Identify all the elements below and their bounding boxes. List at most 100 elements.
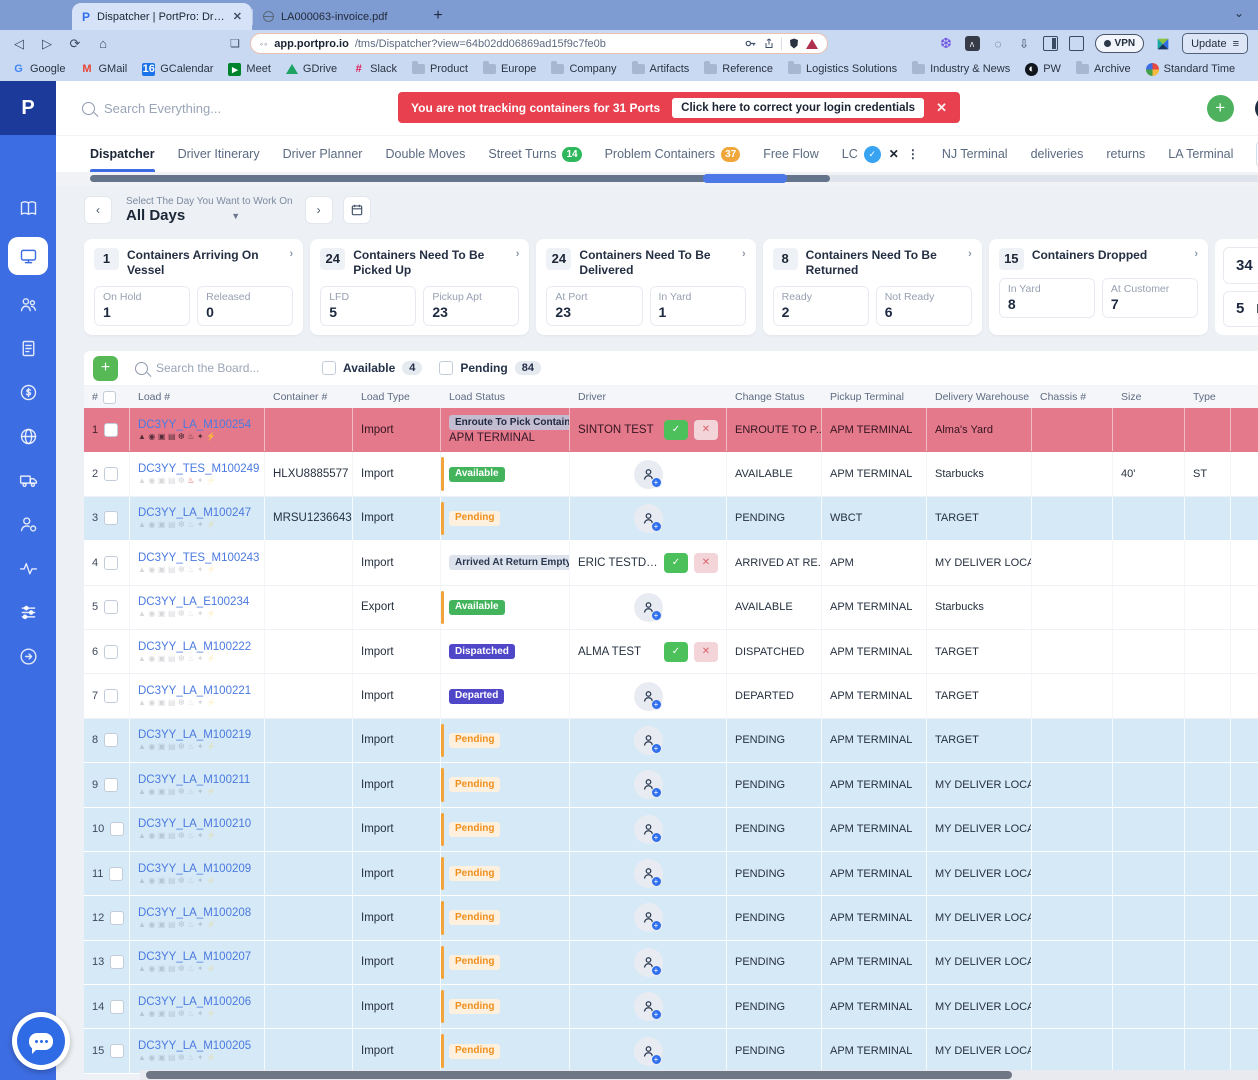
row-checkbox[interactable] [110, 1044, 125, 1059]
billing-icon[interactable] [9, 333, 47, 363]
rewards-triangle-icon[interactable] [805, 38, 818, 49]
available-filter[interactable]: Available 4 [322, 361, 423, 375]
portpro-logo[interactable]: P [0, 81, 56, 135]
column-header-chassis-[interactable]: Chassis # [1032, 391, 1113, 403]
bookmark-reference[interactable]: Reference [704, 61, 773, 75]
card-stat[interactable]: LFD 5 [320, 286, 417, 326]
assign-driver-button[interactable]: + [633, 459, 663, 489]
board-search-input[interactable]: Search the Board... [135, 361, 305, 375]
remove-driver-button[interactable]: ✕ [694, 641, 718, 662]
calendar-button[interactable] [342, 196, 371, 224]
card-stat[interactable]: On Hold 1 [94, 286, 191, 326]
tab-close-icon[interactable]: ✕ [232, 11, 242, 23]
day-selector[interactable]: Select The Day You Want to Work On All D… [126, 196, 293, 224]
load-number-link[interactable]: DC3YY_LA_M100211 [138, 773, 251, 786]
column-header-type[interactable]: Type [1185, 391, 1231, 403]
row-checkbox[interactable] [104, 467, 119, 482]
card-stat[interactable]: At Port 23 [546, 286, 643, 326]
load-number-link[interactable]: DC3YY_LA_M100209 [138, 862, 252, 875]
customers-icon[interactable] [9, 289, 47, 319]
add-row-button[interactable]: + [93, 355, 118, 381]
bookmark-gmail[interactable]: M GMail [80, 63, 127, 76]
view-tab-street-turns[interactable]: Street Turns 14 [488, 136, 582, 172]
load-number-link[interactable]: DC3YY_LA_M100205 [138, 1040, 252, 1053]
table-row[interactable]: 13 DC3YY_LA_M100207 ▲◉▣▤❆♨✦⚡ Import Pending +… [84, 940, 1258, 986]
view-tab-driver-itinerary[interactable]: Driver Itinerary [178, 136, 260, 172]
load-number-link[interactable]: DC3YY_TES_M100243 [138, 551, 260, 564]
assign-driver-button[interactable]: + [633, 681, 663, 711]
more-options-icon[interactable]: ⋮ [906, 147, 919, 161]
card-stat[interactable]: Ready 2 [772, 286, 869, 326]
horizontal-scroll-thumb[interactable] [146, 1071, 1012, 1079]
chevron-right-icon[interactable]: › [1194, 248, 1199, 260]
assign-driver-button[interactable]: + [633, 814, 663, 844]
assign-driver-button[interactable]: + [633, 503, 663, 533]
site-info-icon[interactable]: ◦◦ [259, 38, 269, 49]
sign-out-icon[interactable] [9, 641, 47, 671]
quick-add-button[interactable]: + [1206, 94, 1234, 122]
load-number-link[interactable]: DC3YY_LA_M100254 [138, 418, 252, 431]
bookmark-logistics-solutions[interactable]: Logistics Solutions [788, 61, 897, 75]
chat-launcher-button[interactable] [12, 1012, 70, 1070]
card-stat[interactable]: At Customer 7 [1101, 278, 1199, 318]
tracking-globe-icon[interactable] [9, 421, 47, 451]
window-chevron-icon[interactable]: ⌄ [1233, 6, 1244, 20]
confirm-driver-button[interactable]: ✓ [664, 641, 688, 662]
column-header-change-status[interactable]: Change Status [727, 391, 822, 403]
load-number-link[interactable]: DC3YY_LA_M100247 [138, 507, 252, 520]
table-row[interactable]: 8 DC3YY_LA_M100219 ▲◉▣▤❆♨✦⚡ Import Pending + P… [84, 718, 1258, 764]
bookmark-slack[interactable]: # Slack [352, 63, 397, 76]
row-checkbox[interactable] [109, 866, 124, 881]
table-row[interactable]: 5 DC3YY_LA_E100234 ▲◉▣▤❆♨✦⚡ Export Available… [84, 585, 1258, 630]
side-panel-icon[interactable] [1042, 36, 1058, 51]
pending-checkbox[interactable] [439, 361, 454, 375]
alert-close-icon[interactable]: ✕ [936, 99, 947, 115]
card-stat[interactable]: Released 0 [197, 286, 294, 326]
load-number-link[interactable]: DC3YY_LA_M100207 [138, 951, 252, 964]
table-row[interactable]: 10 DC3YY_LA_M100210 ▲◉▣▤❆♨✦⚡ Import Pending +… [84, 807, 1258, 852]
row-checkbox[interactable] [104, 422, 119, 437]
column-header-size[interactable]: Size [1113, 391, 1185, 403]
bookmark-artifacts[interactable]: Artifacts [631, 61, 689, 75]
url-bar[interactable]: ◦◦ app.portpro.io /tms/Dispatcher?view=6… [249, 33, 828, 54]
next-day-button[interactable]: › [304, 196, 333, 224]
table-row[interactable]: 1 DC3YY_LA_M100254 ▲◉▣▤❆♨✦⚡ Import Enroute T… [84, 408, 1258, 453]
row-checkbox[interactable] [104, 600, 119, 615]
table-row[interactable]: 11 DC3YY_LA_M100209 ▲◉▣▤❆♨✦⚡ Import Pending +… [84, 851, 1258, 897]
view-tab-returns[interactable]: returns [1106, 136, 1145, 172]
load-number-link[interactable]: DC3YY_LA_M100208 [138, 906, 252, 919]
bookmark-google[interactable]: G Google [12, 63, 65, 76]
assign-driver-button[interactable]: + [633, 992, 663, 1022]
row-checkbox[interactable] [104, 733, 119, 748]
dispatcher-board-icon[interactable] [8, 237, 48, 275]
table-row[interactable]: 12 DC3YY_LA_M100208 ▲◉▣▤❆♨✦⚡ Import Pending +… [84, 896, 1258, 941]
summary-card[interactable]: 24 Containers Need To Be Delivered › At Por… [536, 239, 756, 335]
horizontal-scrollbar[interactable] [140, 1070, 1258, 1080]
column-header-driver[interactable]: Driver [570, 391, 727, 403]
pinwheel-logo-icon[interactable] [1155, 36, 1171, 52]
summary-card[interactable]: 15 Containers Dropped › In Yard 8 At Customer… [988, 239, 1209, 335]
table-row[interactable]: 9 DC3YY_LA_M100211 ▲◉▣▤❆♨✦⚡ Import Pending + P… [84, 763, 1258, 808]
fix-credentials-button[interactable]: Click here to correct your login credent… [672, 97, 925, 118]
browser-tab-active[interactable]: P Dispatcher | PortPro: Drayage ✕ [72, 3, 252, 30]
column-header-delivery-warehouse[interactable]: Delivery Warehouse [927, 391, 1032, 403]
pending-filter[interactable]: Pending 84 [439, 361, 541, 375]
assign-driver-button[interactable]: + [633, 947, 663, 977]
row-checkbox[interactable] [110, 999, 125, 1014]
fleet-truck-icon[interactable] [9, 465, 47, 495]
row-checkbox[interactable] [104, 689, 119, 704]
load-number-link[interactable]: DC3YY_LA_M100221 [138, 685, 252, 698]
view-tab-double-moves[interactable]: Double Moves [385, 136, 465, 172]
bookmark-archive[interactable]: Archive [1075, 61, 1131, 75]
view-tab-deliveries[interactable]: deliveries [1031, 136, 1084, 172]
new-tab-button[interactable]: + [433, 7, 443, 24]
load-number-link[interactable]: DC3YY_LA_M100206 [138, 995, 252, 1008]
summary-card[interactable]: 8 Containers Need To Be Returned › Ready 2 No… [762, 239, 982, 335]
remove-view-icon[interactable]: ✕ [888, 147, 899, 161]
view-tab-problem-containers[interactable]: Problem Containers 37 [605, 136, 741, 172]
select-all-checkbox[interactable] [102, 390, 116, 404]
column-header-load-[interactable]: Load # [130, 391, 265, 403]
load-number-link[interactable]: DC3YY_LA_M100210 [138, 818, 252, 831]
key-icon[interactable] [744, 37, 757, 50]
vpn-button[interactable]: VPN [1094, 34, 1145, 53]
